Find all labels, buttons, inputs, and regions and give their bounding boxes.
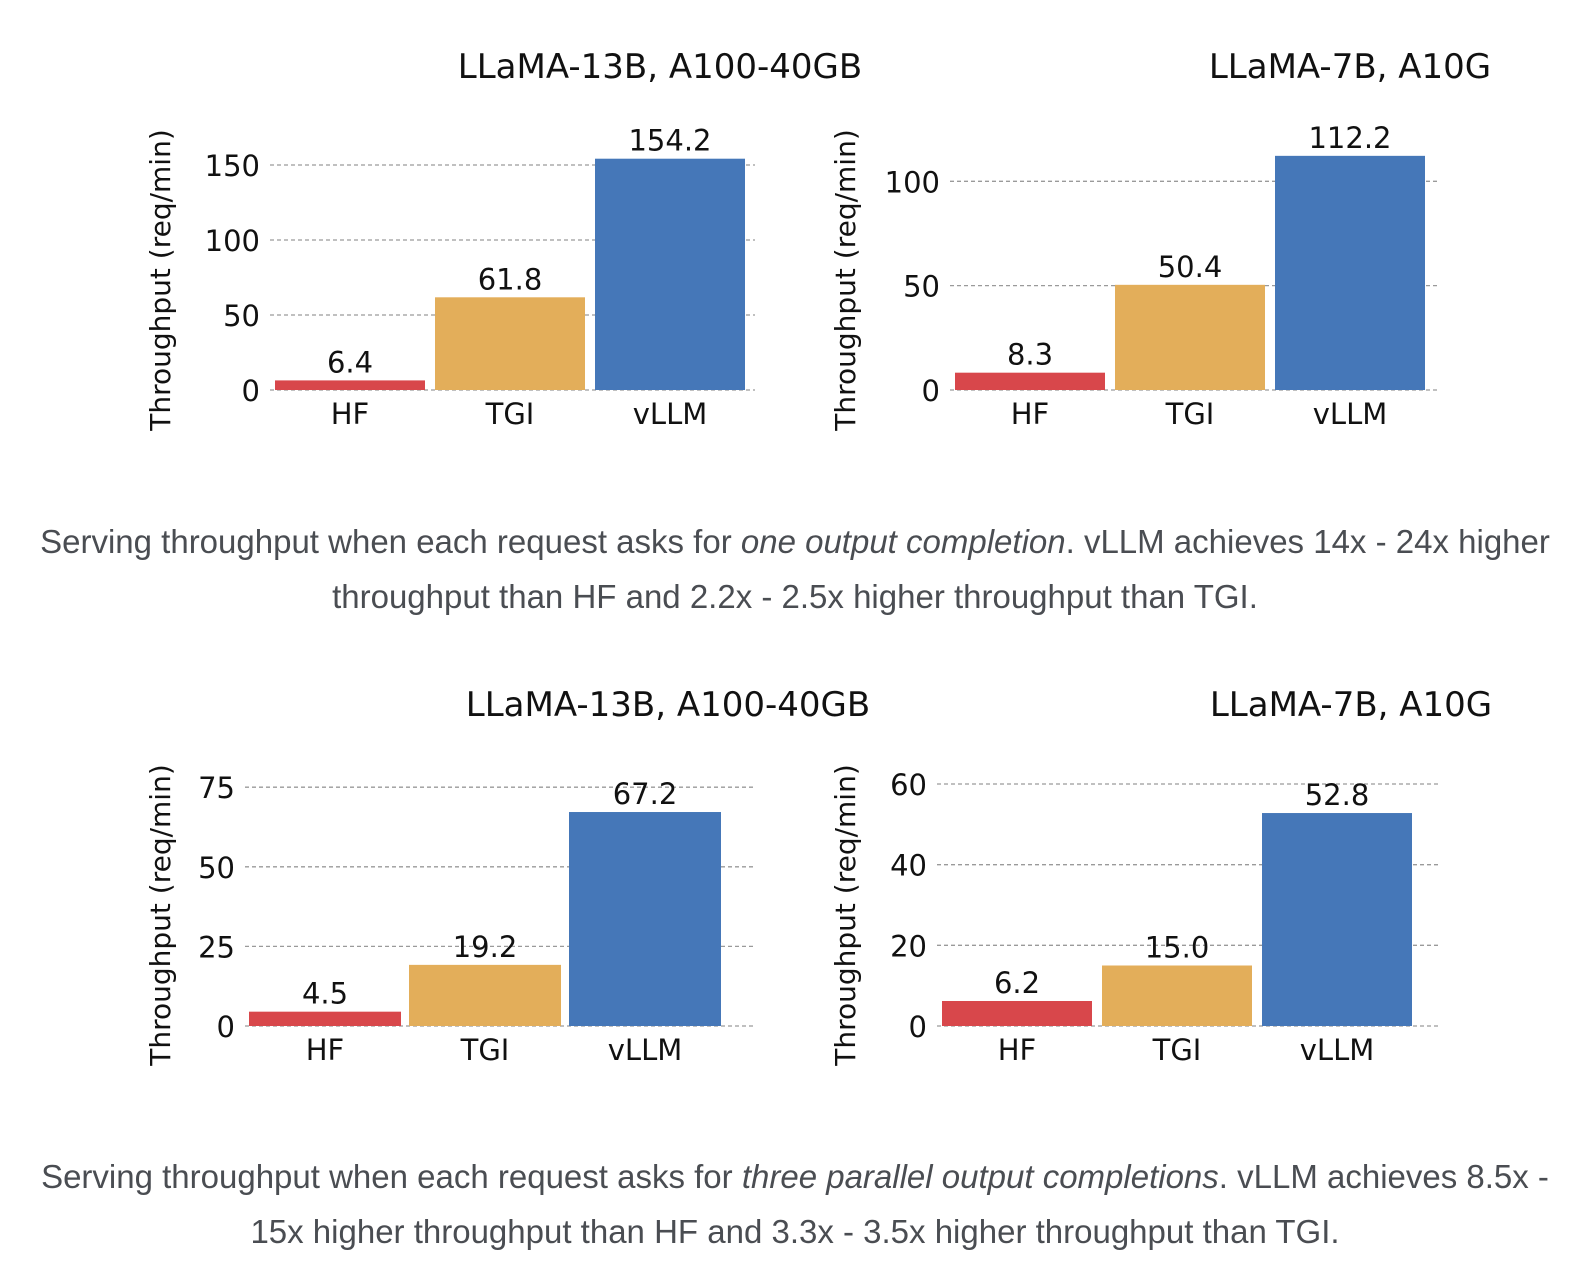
bar-value-label: 50.4	[1158, 250, 1223, 284]
figure-caption: Serving throughput when each request ask…	[40, 514, 1550, 624]
y-tick-label: 0	[922, 374, 940, 408]
bar-vllm	[569, 812, 721, 1026]
caption-text: Serving throughput when each request ask…	[41, 1158, 742, 1195]
chart-title: LLaMA-7B, A10G	[1210, 685, 1492, 725]
bar-chart: LLaMA-13B, A100-40GB Throughput (req/min)…	[144, 47, 862, 432]
bar-chart: LLaMA-13B, A100-40GB Throughput (req/min)…	[144, 685, 870, 1067]
y-tick-label: 0	[217, 1010, 235, 1044]
y-tick-label: 100	[885, 165, 940, 199]
x-tick-label: HF	[306, 1033, 345, 1067]
x-tick-label: HF	[331, 397, 370, 431]
figure-caption: Serving throughput when each request ask…	[40, 1149, 1550, 1259]
bar-hf	[275, 380, 425, 390]
bar-value-label: 52.8	[1305, 778, 1370, 812]
bar-value-label: 112.2	[1308, 121, 1391, 155]
caption-emphasis: one output completion	[740, 523, 1066, 560]
y-tick-label: 40	[890, 849, 927, 883]
y-tick-label: 75	[198, 771, 235, 805]
y-tick-label: 0	[909, 1010, 927, 1044]
chart-panel-bottom-left: LLaMA-13B, A100-40GB Throughput (req/min)…	[140, 668, 870, 1088]
bar-value-label: 6.4	[327, 345, 373, 379]
bar-value-label: 67.2	[613, 777, 678, 811]
y-tick-label: 100	[205, 224, 260, 258]
chart-title: LLaMA-7B, A10G	[1209, 47, 1491, 87]
x-tick-label: TGI	[460, 1033, 510, 1067]
bar-value-label: 6.2	[994, 966, 1040, 1000]
bar-hf	[955, 372, 1105, 390]
x-tick-label: TGI	[1152, 1033, 1202, 1067]
x-tick-label: HF	[998, 1033, 1037, 1067]
x-tick-label: vLLM	[1313, 397, 1388, 431]
chart-title: LLaMA-13B, A100-40GB	[458, 47, 862, 87]
y-tick-label: 25	[198, 930, 235, 964]
x-tick-label: vLLM	[608, 1033, 683, 1067]
bar-vllm	[1262, 813, 1412, 1026]
bar-value-label: 4.5	[302, 977, 348, 1011]
y-tick-label: 0	[242, 374, 260, 408]
bar-vllm	[595, 158, 745, 390]
y-tick-label: 50	[198, 851, 235, 885]
bar-value-label: 154.2	[628, 124, 711, 158]
y-axis-label: Throughput (req/min)	[144, 764, 177, 1067]
x-tick-label: vLLM	[633, 397, 708, 431]
x-tick-label: TGI	[1165, 397, 1215, 431]
bar-value-label: 8.3	[1007, 338, 1053, 372]
chart-panel-top-right: LLaMA-7B, A10G Throughput (req/min) 0 50 100…	[825, 30, 1491, 450]
caption-text: . vLLM achieves 8.5x - 15x higher throug…	[250, 1158, 1549, 1250]
y-axis-label: Throughput (req/min)	[829, 129, 862, 432]
bar-vllm	[1275, 155, 1425, 390]
bar-value-label: 15.0	[1145, 931, 1210, 965]
bar-tgi	[435, 297, 585, 390]
chart-title: LLaMA-13B, A100-40GB	[466, 685, 870, 725]
caption-emphasis: three parallel output completions	[741, 1158, 1219, 1195]
y-axis-label: Throughput (req/min)	[829, 764, 862, 1067]
x-tick-label: HF	[1011, 397, 1050, 431]
bar-hf	[942, 1000, 1092, 1026]
bar-chart: LLaMA-7B, A10G Throughput (req/min) 0 20 40 6…	[829, 685, 1492, 1067]
caption-text: Serving throughput when each request ask…	[40, 523, 741, 560]
chart-panel-top-left: LLaMA-13B, A100-40GB Throughput (req/min)…	[140, 30, 862, 450]
bar-value-label: 61.8	[478, 262, 543, 296]
y-tick-label: 150	[205, 149, 260, 183]
caption-text: . vLLM achieves 14x - 24x higher through…	[332, 523, 1550, 615]
bar-value-label: 19.2	[453, 930, 518, 964]
y-tick-label: 50	[223, 299, 260, 333]
bar-hf	[249, 1011, 401, 1026]
y-tick-label: 20	[890, 929, 927, 963]
bar-chart: LLaMA-7B, A10G Throughput (req/min) 0 50 100…	[829, 47, 1491, 432]
x-tick-label: vLLM	[1300, 1033, 1375, 1067]
bar-tgi	[1102, 965, 1252, 1026]
bar-tgi	[1115, 284, 1265, 390]
x-tick-label: TGI	[485, 397, 535, 431]
y-axis-label: Throughput (req/min)	[144, 129, 177, 432]
bar-tgi	[409, 964, 561, 1026]
chart-panel-bottom-right: LLaMA-7B, A10G Throughput (req/min) 0 20 40 6…	[825, 668, 1492, 1088]
y-tick-label: 60	[890, 768, 927, 802]
y-tick-label: 50	[903, 270, 940, 304]
